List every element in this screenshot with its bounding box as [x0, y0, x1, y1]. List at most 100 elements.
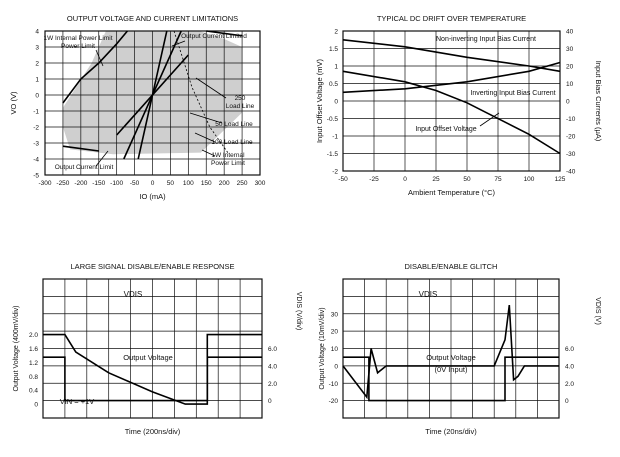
x-tick-label: -200	[74, 180, 87, 187]
leader-line	[95, 150, 109, 167]
x-tick-label: 100	[183, 180, 194, 187]
y-tick-label: 0	[35, 93, 39, 100]
y-tick-label: 2.0	[29, 332, 38, 339]
x-tick-label: -250	[56, 180, 69, 187]
x-axis-label: Time (20ns/div)	[425, 427, 477, 436]
x-tick-label: 150	[201, 180, 212, 187]
y-tick-label: -2	[332, 169, 338, 176]
annotation-label: Power Limit	[61, 43, 95, 50]
y2-axis-label: Input Bias Currents (μA)	[594, 61, 603, 142]
y2-tick-label: 10	[566, 81, 574, 88]
y2-tick-label: 0	[268, 398, 272, 405]
y-tick-label: -10	[329, 381, 339, 388]
x-tick-label: 125	[555, 176, 566, 183]
annotation-label: Load Line	[226, 103, 255, 110]
y-tick-label: 10	[331, 346, 339, 353]
x-tick-label: -300	[38, 180, 51, 187]
series-line	[206, 30, 243, 37]
plot-frame	[342, 30, 561, 172]
annotation-label: Output Voltage	[426, 353, 476, 362]
plot-frame	[44, 30, 261, 176]
x-tick-label: -50	[338, 176, 348, 183]
y2-tick-label: 30	[566, 46, 574, 53]
series-line	[343, 356, 559, 402]
series-line	[62, 30, 129, 104]
y2-tick-label: -30	[566, 151, 576, 158]
y2-axis-label: VDIS (V)	[594, 297, 601, 325]
y-axis-label: Output Voltage (10mV/div)	[319, 307, 326, 389]
x-tick-label: -150	[92, 180, 105, 187]
x-tick-label: 250	[237, 180, 248, 187]
leader-line	[189, 112, 223, 124]
y2-tick-label: 0	[565, 398, 569, 405]
annotation-label: 250	[235, 95, 246, 102]
y2-tick-label: 6.0	[565, 346, 574, 353]
annotation-label: 1W Internal Power Limit	[44, 35, 113, 42]
x-tick-label: 50	[167, 180, 175, 187]
y2-tick-label: 4.0	[268, 363, 277, 370]
annotation-label: VDIS	[124, 290, 143, 299]
chart-title: TYPICAL DC DRIFT OVER TEMPERATURE	[377, 14, 526, 23]
y-tick-label: 1	[334, 64, 338, 71]
y-axis-label: Input Offset Voltage (mV)	[315, 58, 324, 143]
y-tick-label: 1.6	[29, 346, 38, 353]
y-tick-label: 0.5	[329, 81, 338, 88]
series-line	[342, 61, 561, 94]
y2-tick-label: 4.0	[565, 363, 574, 370]
x-axis-label: Ambient Temperature (°C)	[408, 188, 496, 197]
x-tick-label: -25	[369, 176, 379, 183]
y-tick-label: 0	[34, 402, 38, 409]
y-tick-label: 30	[331, 311, 339, 318]
annotation-label: Inverting Input Bias Current	[470, 90, 555, 97]
x-tick-label: 200	[219, 180, 230, 187]
leader-line	[171, 40, 186, 47]
series-line	[342, 70, 561, 155]
y-tick-label: 3	[35, 45, 39, 52]
series-line	[342, 305, 559, 400]
y2-axis-label: VDIS (V/div)	[295, 292, 302, 331]
y-tick-label: 2	[35, 61, 39, 68]
annotation-label: Output Current Limit	[55, 164, 114, 171]
y-tick-label: 4	[35, 29, 39, 36]
y2-tick-label: 40	[566, 29, 574, 36]
chart-dc-drift: TYPICAL DC DRIFT OVER TEMPERATURE-50 -25 0…	[315, 14, 603, 197]
leader-line	[479, 112, 500, 127]
leader-line	[195, 77, 227, 99]
y-tick-label: 0	[334, 363, 338, 370]
chart-glitch: DISABLE/ENABLE GLITCH 30 20 10 0 -10 -20 6.0 4.0…	[319, 262, 601, 436]
y2-tick-label: 2.0	[565, 381, 574, 388]
y-axis-label: Output Voltage (400mV/div)	[13, 306, 20, 392]
y-tick-label: 0.4	[29, 388, 38, 395]
x-tick-label: 100	[524, 176, 535, 183]
y2-tick-label: 0	[566, 99, 570, 106]
annotation-label: VIN = +1V	[60, 397, 95, 406]
chart-title: OUTPUT VOLTAGE AND CURRENT LIMITATIONS	[67, 14, 238, 23]
x-tick-label: -100	[110, 180, 123, 187]
x-axis-label: IO (mA)	[139, 192, 166, 201]
leader-line	[201, 149, 216, 157]
plot-frame	[42, 278, 263, 419]
y-tick-label: 20	[331, 329, 339, 336]
annotation-label: Input Offset Voltage	[415, 126, 476, 133]
annotation-label: Output Voltage	[123, 353, 173, 362]
y-tick-label: -1	[332, 134, 338, 141]
y-tick-label: 2	[334, 29, 338, 36]
x-tick-label: 0	[403, 176, 407, 183]
x-tick-label: 300	[255, 180, 266, 187]
chart-large-signal: LARGE SIGNAL DISABLE/ENABLE RESPONSE 2.0 1…	[13, 262, 302, 436]
y-tick-label: 1.2	[29, 360, 38, 367]
y2-tick-label: -40	[566, 169, 576, 176]
annotation-label: Non-inverting Input Bias Current	[436, 36, 536, 43]
annotation-label: VDIS	[419, 290, 438, 299]
y-tick-label: -3	[33, 141, 39, 148]
y-tick-label: -4	[33, 157, 39, 164]
x-tick-label: 50	[463, 176, 471, 183]
y-tick-label: -1.5	[327, 151, 339, 158]
y2-tick-label: 20	[566, 64, 574, 71]
y-tick-label: 0.8	[29, 374, 38, 381]
x-tick-label: 0	[151, 180, 155, 187]
y-tick-label: -2	[33, 125, 39, 132]
y-tick-label: -20	[329, 398, 339, 405]
